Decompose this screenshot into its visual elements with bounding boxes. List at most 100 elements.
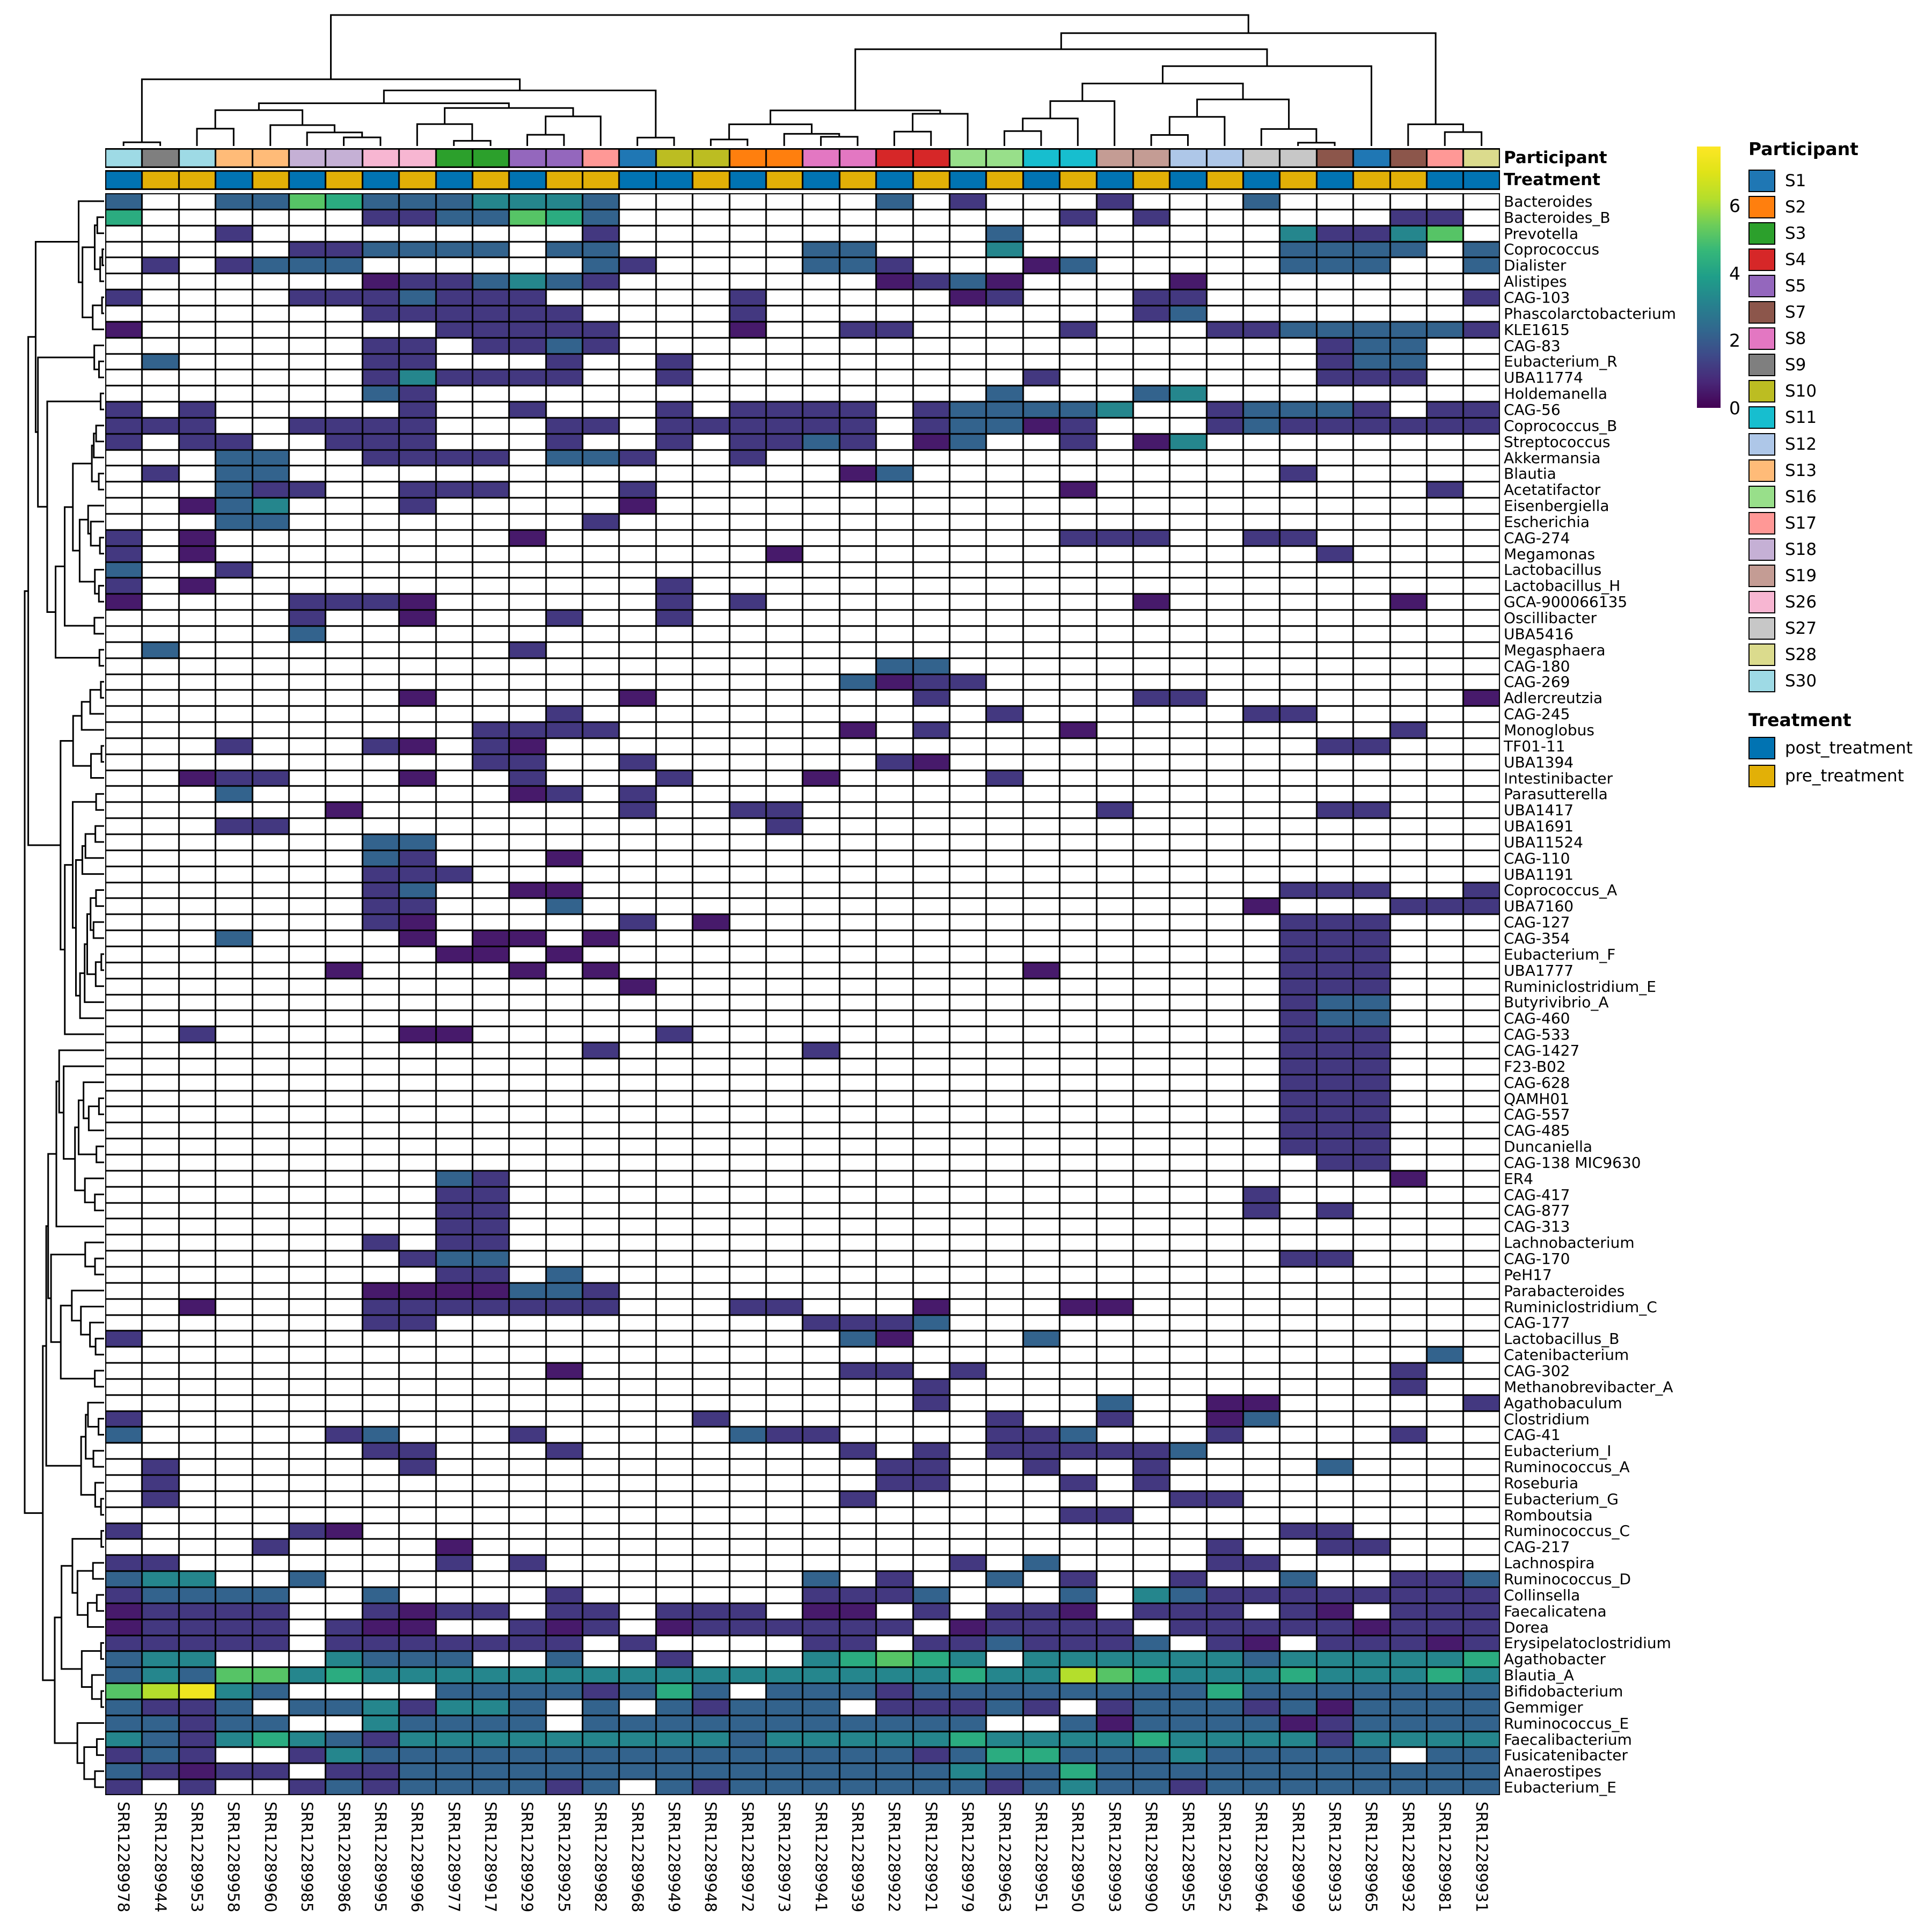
row-label: CAG-41 bbox=[1504, 1426, 1561, 1444]
participant-legend-swatch bbox=[1748, 564, 1775, 587]
row-label: Megasphaera bbox=[1504, 641, 1606, 659]
participant-legend-swatch bbox=[1748, 617, 1775, 640]
column-label: SRR12289955 bbox=[1179, 1802, 1197, 1913]
row-label: Holdemanella bbox=[1504, 385, 1608, 403]
row-label: Gemmiger bbox=[1504, 1698, 1583, 1716]
column-label: SRR12289951 bbox=[1031, 1802, 1050, 1913]
row-label: Dialister bbox=[1504, 257, 1567, 275]
participant-legend-swatch bbox=[1748, 301, 1775, 324]
row-label: Ruminococcus_E bbox=[1504, 1714, 1629, 1732]
row-label: Parabacteroides bbox=[1504, 1282, 1625, 1300]
row-label: Lachnobacterium bbox=[1504, 1234, 1635, 1252]
row-label: CAG-485 bbox=[1504, 1122, 1570, 1140]
row-label: CAG-533 bbox=[1504, 1026, 1570, 1044]
row-label: Oscillibacter bbox=[1504, 609, 1597, 627]
row-label: Catenibacterium bbox=[1504, 1346, 1629, 1364]
row-label: CAG-877 bbox=[1504, 1202, 1570, 1220]
participant-legend-title: Participant bbox=[1748, 138, 1858, 159]
participant-legend-swatch bbox=[1748, 538, 1775, 561]
participant-legend-swatch bbox=[1748, 433, 1775, 456]
row-label: Eubacterium_G bbox=[1504, 1490, 1619, 1508]
column-label: SRR12289949 bbox=[665, 1802, 684, 1913]
row-label: CAG-56 bbox=[1504, 400, 1561, 419]
participant-legend-label: S12 bbox=[1785, 434, 1817, 454]
row-label: Anaerostipes bbox=[1504, 1762, 1602, 1781]
row-label: CAG-1427 bbox=[1504, 1041, 1580, 1059]
row-label: UBA1777 bbox=[1504, 961, 1574, 979]
row-label: Lactobacillus bbox=[1504, 561, 1602, 579]
participant-legend-swatch bbox=[1748, 380, 1775, 403]
row-label: CAG-245 bbox=[1504, 705, 1570, 723]
row-label: CAG-313 bbox=[1504, 1218, 1570, 1236]
participant-legend-label: S10 bbox=[1785, 382, 1817, 401]
row-label: UBA11524 bbox=[1504, 833, 1583, 851]
row-label: CAG-217 bbox=[1504, 1538, 1570, 1556]
participant-legend-swatch bbox=[1748, 406, 1775, 429]
column-label: SRR12289978 bbox=[114, 1802, 133, 1913]
row-label: Clostridium bbox=[1504, 1410, 1590, 1428]
row-label: Dorea bbox=[1504, 1618, 1549, 1636]
column-label: SRR12289993 bbox=[1105, 1802, 1124, 1913]
participant-legend-label: S27 bbox=[1785, 618, 1817, 638]
row-label: Coprococcus_A bbox=[1504, 881, 1618, 899]
column-label: SRR12289950 bbox=[1069, 1802, 1087, 1913]
participant-legend-swatch bbox=[1748, 669, 1775, 692]
participant-legend-label: S1 bbox=[1785, 171, 1806, 191]
row-label: CAG-269 bbox=[1504, 673, 1570, 691]
row-label: TF01-11 bbox=[1504, 737, 1565, 755]
column-label: SRR12289958 bbox=[224, 1802, 243, 1913]
participant-legend-swatch bbox=[1748, 275, 1775, 298]
row-label: UBA1394 bbox=[1504, 753, 1574, 771]
row-label: Monoglobus bbox=[1504, 721, 1594, 739]
treatment-legend-label: post_treatment bbox=[1785, 738, 1913, 758]
participant-legend-label: S2 bbox=[1785, 197, 1806, 217]
row-label: Eubacterium_E bbox=[1504, 1779, 1616, 1797]
row-label: Prevotella bbox=[1504, 224, 1579, 243]
row-label: Lachnospira bbox=[1504, 1554, 1595, 1572]
row-label: Ruminococcus_A bbox=[1504, 1458, 1630, 1476]
colorbar-tick-label: 4 bbox=[1729, 262, 1740, 284]
participant-legend-swatch bbox=[1748, 327, 1775, 350]
row-label: CAG-177 bbox=[1504, 1314, 1570, 1332]
participant-legend-swatch bbox=[1748, 643, 1775, 666]
participant-legend-label: S3 bbox=[1785, 224, 1806, 244]
row-label: CAG-628 bbox=[1504, 1073, 1570, 1092]
row-label: UBA1691 bbox=[1504, 817, 1574, 836]
column-label: SRR12289982 bbox=[591, 1802, 610, 1913]
row-label: CAG-127 bbox=[1504, 913, 1570, 932]
participant-legend-swatch bbox=[1748, 354, 1775, 377]
row-label: CAG-557 bbox=[1504, 1106, 1570, 1124]
row-label: UBA7160 bbox=[1504, 897, 1574, 916]
row-label: GCA-900066135 bbox=[1504, 593, 1628, 611]
row-label: Adlercreutzia bbox=[1504, 689, 1603, 707]
participant-annotation-row bbox=[105, 148, 1500, 168]
column-label: SRR12289990 bbox=[1142, 1802, 1161, 1913]
row-label: Lactobacillus_H bbox=[1504, 577, 1621, 595]
participant-legend-swatch bbox=[1748, 459, 1775, 482]
row-label: PeH17 bbox=[1504, 1265, 1552, 1284]
row-label: Acetatifactor bbox=[1504, 481, 1601, 499]
row-label: Fusicatenibacter bbox=[1504, 1746, 1628, 1765]
row-label: Roseburia bbox=[1504, 1474, 1579, 1492]
colorbar-tick-label: 6 bbox=[1729, 195, 1740, 216]
colorbar bbox=[1697, 147, 1721, 408]
column-label: SRR12289941 bbox=[811, 1802, 830, 1913]
row-label: Alistipes bbox=[1504, 273, 1567, 291]
heatmap-canvas bbox=[105, 193, 1500, 1795]
row-label: CAG-354 bbox=[1504, 930, 1570, 948]
colorbar-tick-label: 2 bbox=[1729, 330, 1740, 352]
row-label: Romboutsia bbox=[1504, 1506, 1593, 1524]
row-label: Coprococcus bbox=[1504, 240, 1600, 259]
row-label: CAG-460 bbox=[1504, 1009, 1570, 1028]
column-label: SRR12289960 bbox=[261, 1802, 280, 1913]
column-label: SRR12289952 bbox=[1215, 1802, 1234, 1913]
row-label: Methanobrevibacter_A bbox=[1504, 1378, 1673, 1396]
participant-legend-swatch bbox=[1748, 248, 1775, 272]
participant-legend-label: S13 bbox=[1785, 460, 1817, 480]
column-label: SRR12289925 bbox=[554, 1802, 573, 1913]
participant-legend-label: S26 bbox=[1785, 592, 1817, 612]
column-label: SRR12289944 bbox=[151, 1802, 170, 1913]
column-label: SRR12289921 bbox=[921, 1802, 940, 1913]
